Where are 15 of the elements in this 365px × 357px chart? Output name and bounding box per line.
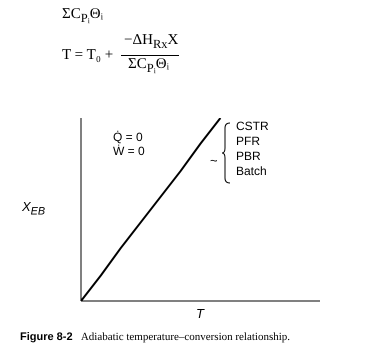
annotation: PFR	[236, 134, 260, 148]
annotation: ~	[210, 153, 218, 168]
annotation: Q̇ = 0	[113, 130, 143, 144]
text: ΣC$_{Pᵢ}$Θᵢ	[62, 6, 104, 25]
text: ΣC$_{Pᵢ}$Θᵢ	[128, 56, 170, 75]
text: Adiabatic temperature–conversion relationship.	[80, 331, 290, 343]
text: −ΔH$_{Rx}$X	[124, 32, 178, 51]
caption: Figure 8-2	[20, 331, 73, 343]
x-axis-title: T	[196, 306, 204, 321]
annotation: Ẇ = 0	[113, 144, 145, 158]
text: T = T₀ +	[62, 47, 114, 63]
annotation: Batch	[236, 164, 267, 178]
y-axis-title: X$_{EB}$	[22, 199, 46, 218]
annotation: CSTR	[236, 119, 269, 133]
annotation: PBR	[236, 149, 261, 163]
